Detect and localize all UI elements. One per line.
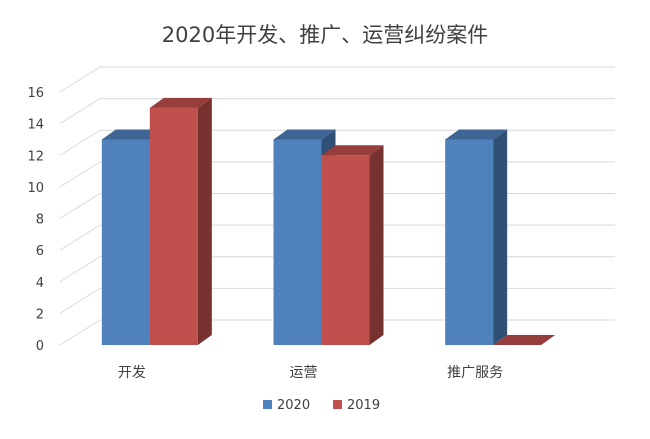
y-tick-label: 2	[36, 307, 44, 322]
y-tick-label: 6	[36, 244, 44, 259]
legend-swatch	[333, 400, 342, 409]
bar-side	[369, 145, 384, 345]
bars	[101, 97, 556, 345]
gridline	[59, 193, 615, 219]
gridline	[59, 256, 615, 283]
y-tick-label: 14	[27, 118, 44, 133]
bar-top	[101, 129, 164, 140]
bar-2019-推广服务	[493, 335, 556, 345]
y-tick-label: 4	[36, 276, 44, 291]
bar-front	[101, 139, 150, 345]
bar-front	[273, 139, 322, 345]
x-tick-label: 开发	[118, 365, 146, 381]
gridline	[59, 161, 615, 188]
bar-top	[149, 97, 212, 108]
legend-label: 2020	[277, 398, 310, 413]
gridline	[59, 224, 615, 251]
gridline	[59, 319, 615, 346]
x-tick-label: 推广服务	[447, 365, 503, 381]
bar-front	[445, 139, 494, 345]
bar-front	[321, 155, 370, 345]
bar-side	[197, 97, 212, 345]
bar-side	[493, 129, 508, 345]
y-tick-label: 8	[36, 213, 44, 228]
legend-item: 2019	[333, 398, 380, 413]
chart-title: 2020年开发、推广、运营纠纷案件	[162, 23, 488, 47]
bar-front	[149, 107, 198, 345]
y-axis: 0 2 4 6 8 10 12 14 16	[27, 86, 44, 354]
legend-swatch	[263, 400, 272, 409]
bar-2019-开发	[149, 97, 212, 345]
legend-item: 2020	[263, 398, 310, 413]
bar-2019-运营	[321, 145, 384, 345]
y-tick-label: 0	[36, 339, 44, 354]
bar-top	[321, 145, 384, 156]
x-axis: 开发 运营 推广服务	[118, 365, 503, 381]
gridline	[59, 98, 615, 125]
x-tick-label: 运营	[290, 365, 318, 381]
gridline	[59, 287, 615, 314]
bar-top	[273, 129, 336, 140]
gridline	[59, 66, 615, 93]
y-tick-label: 12	[27, 149, 44, 164]
gridline	[59, 129, 615, 156]
y-tick-label: 16	[27, 86, 44, 101]
bar-top	[445, 129, 508, 140]
bar-2020-推广服务	[445, 129, 508, 345]
bar-top	[493, 335, 556, 345]
gridlines	[59, 66, 615, 346]
y-tick-label: 10	[27, 181, 44, 196]
legend-label: 2019	[347, 398, 380, 413]
legend: 2020 2019	[263, 398, 380, 413]
